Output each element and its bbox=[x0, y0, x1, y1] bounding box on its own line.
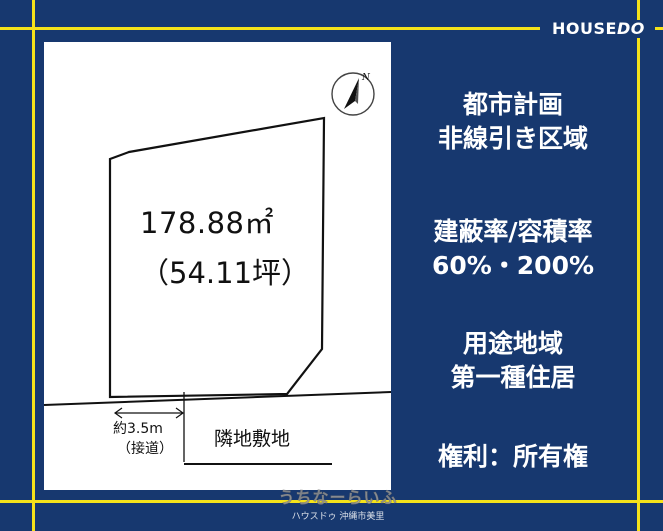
zoning-line-2: 非線引き区域 bbox=[437, 124, 588, 153]
zoning-line-1: 都市計画 bbox=[462, 90, 563, 119]
ownership-rights: 権利：所有権 bbox=[437, 442, 588, 471]
road-width-label: 約3.5m bbox=[113, 421, 163, 437]
ratio-value: 60%・200% bbox=[431, 251, 595, 280]
road-access-label: （接道） bbox=[117, 441, 173, 457]
plot-diagram-panel: N 178.88㎡ （54.11坪） 約3.5m （接道） 隣地敷地 bbox=[44, 42, 391, 490]
north-arrow-icon: N bbox=[331, 72, 375, 116]
frame-line-bottom bbox=[0, 500, 663, 503]
watermark-main: うちなーらいふ bbox=[278, 488, 398, 508]
land-use-block: 用途地域 第一種住居 bbox=[398, 327, 628, 395]
arrow-head-right bbox=[175, 407, 185, 419]
watermark-sub: ハウスドゥ 沖縄市美里 bbox=[291, 512, 385, 522]
frame-line-top bbox=[0, 27, 663, 30]
neighbor-lot-label: 隣地敷地 bbox=[214, 428, 291, 450]
usage-title: 用途地域 bbox=[462, 329, 563, 358]
building-ratio-block: 建蔽率/容積率 60%・200% bbox=[398, 215, 628, 283]
area-tsubo: （54.11坪） bbox=[140, 256, 311, 290]
plot-boundary bbox=[108, 116, 326, 399]
road-line bbox=[44, 391, 391, 406]
svg-text:N: N bbox=[361, 73, 371, 83]
usage-value: 第一種住居 bbox=[450, 363, 576, 392]
zoning-block: 都市計画 非線引き区域 bbox=[398, 88, 628, 156]
watermark: うちなーらいふ ハウスドゥ 沖縄市美里 bbox=[258, 484, 418, 522]
frame-line-right bbox=[637, 0, 640, 531]
frame-line-left bbox=[32, 0, 35, 531]
brand-logo: HOUSEDO bbox=[540, 20, 655, 38]
area-square-meters: 178.88㎡ bbox=[140, 206, 274, 240]
arrow-head-left bbox=[113, 407, 123, 419]
plot-diagram: N bbox=[44, 72, 391, 465]
ratio-title: 建蔽率/容積率 bbox=[433, 217, 593, 246]
